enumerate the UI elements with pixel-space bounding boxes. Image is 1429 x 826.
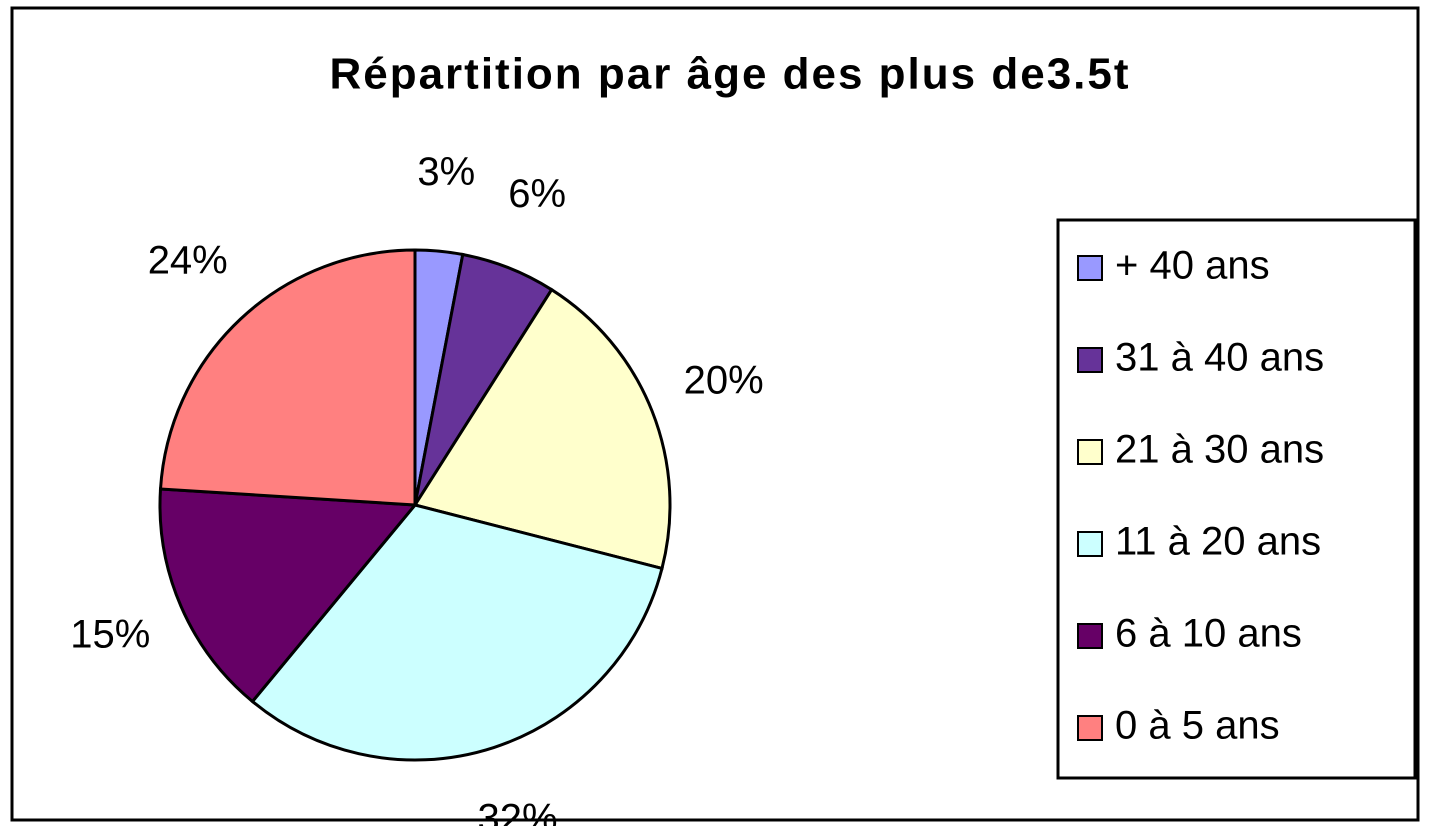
legend-swatch	[1077, 715, 1103, 741]
legend-label: 31 à 40 ans	[1115, 336, 1324, 380]
legend-swatch	[1077, 439, 1103, 465]
pie-slice	[158, 248, 417, 507]
chart-title: Répartition par âge des plus de3.5t	[329, 50, 1130, 99]
legend-label: 21 à 30 ans	[1115, 428, 1324, 472]
legend-swatch	[1077, 255, 1103, 281]
legend-swatch	[1077, 623, 1103, 649]
data-label: 24%	[148, 239, 228, 283]
legend-label: 6 à 10 ans	[1115, 612, 1302, 656]
legend-label: + 40 ans	[1115, 244, 1270, 288]
legend-swatch	[1077, 347, 1103, 373]
legend-label: 0 à 5 ans	[1115, 704, 1280, 748]
data-label: 20%	[684, 358, 764, 402]
legend-swatch	[1077, 531, 1103, 557]
pie-slice	[158, 487, 419, 704]
legend-box	[1056, 218, 1417, 780]
data-label: 6%	[508, 172, 566, 216]
legend-label: 11 à 20 ans	[1115, 520, 1321, 564]
data-label: 32%	[478, 796, 558, 826]
pie-slice	[250, 503, 664, 762]
data-label: 15%	[70, 612, 150, 656]
data-label: 3%	[417, 150, 475, 194]
pie-slice	[412, 287, 672, 571]
